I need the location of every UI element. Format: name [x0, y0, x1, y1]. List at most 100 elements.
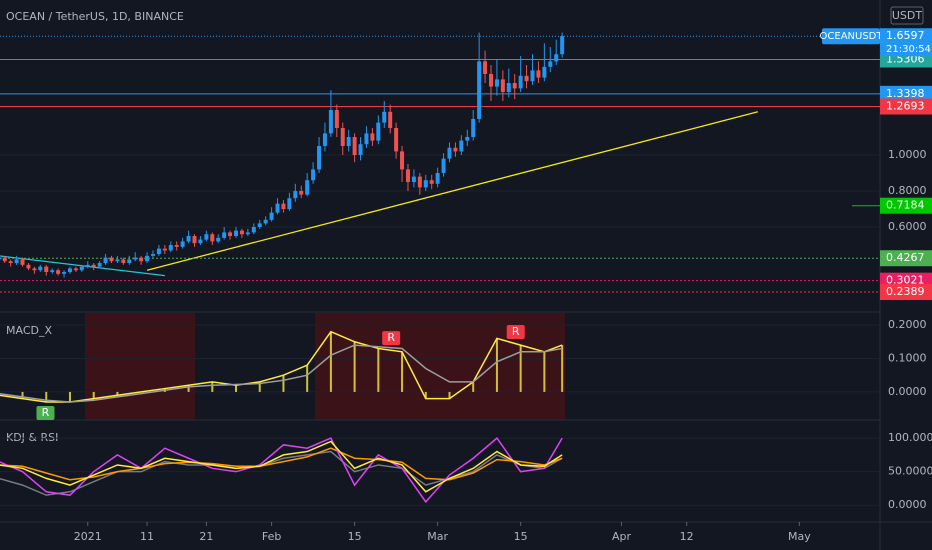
candle-body: [429, 180, 434, 184]
candle-body: [494, 79, 499, 87]
candle-body: [180, 241, 185, 247]
candle-body: [364, 133, 369, 145]
candle-body: [299, 191, 304, 195]
signal-badge: [382, 331, 401, 346]
candle-body: [216, 237, 221, 242]
candle-body: [293, 191, 298, 199]
candle-body: [542, 66, 547, 78]
price-tag-label: 0.3021: [886, 274, 925, 287]
candle-body: [150, 254, 155, 256]
candle-body: [340, 128, 345, 147]
candle-body: [417, 176, 422, 188]
candle-body: [405, 169, 410, 183]
candle-body: [465, 137, 470, 141]
last-price-tag: [880, 28, 932, 57]
y-tick-label: 0.2000: [888, 318, 927, 331]
candle-body: [423, 180, 428, 188]
candle-body: [115, 259, 120, 262]
signal-label: R: [42, 406, 50, 419]
candle-body: [210, 234, 215, 242]
candle-body: [103, 257, 108, 264]
x-tick-label: May: [788, 530, 811, 543]
candle-body: [168, 245, 173, 251]
candle-body: [483, 61, 488, 74]
plot: 1.0000 0.8000 0.6000 0.2000 0.1000 0.0000 100.…: [0, 28, 932, 543]
candle-body: [145, 255, 150, 262]
candle-body: [394, 128, 399, 152]
candle-body: [91, 264, 96, 267]
macd-shade: [85, 313, 195, 420]
currency[interactable]: USDT: [892, 9, 923, 22]
candle-body: [133, 257, 138, 260]
countdown: 21:30:54: [886, 44, 931, 55]
candle-body: [346, 137, 351, 147]
candle-body: [186, 236, 191, 242]
last-price: 1.6597: [886, 29, 925, 42]
candle-body: [109, 257, 114, 262]
x-tick-label: Feb: [262, 530, 281, 543]
candle-body: [2, 257, 7, 262]
candle-body: [139, 257, 144, 262]
candle-body: [97, 263, 102, 267]
candle-body: [287, 198, 292, 210]
candle-body: [14, 259, 19, 264]
candle-body: [174, 245, 179, 247]
y-tick-label: 50.0000: [888, 465, 932, 478]
candle-body: [400, 151, 405, 170]
candle-body: [471, 119, 476, 138]
pane-title: KDJ & RSI: [6, 431, 58, 444]
candle-body: [311, 169, 316, 181]
pane-title: MACD_X: [6, 324, 52, 337]
y-tick-label: 0.0000: [888, 385, 927, 398]
candle-body: [62, 272, 67, 274]
price-tag: [880, 85, 932, 102]
candle-body: [20, 259, 25, 265]
candle-body: [127, 259, 132, 264]
candle-body: [524, 75, 529, 82]
trend-line: [146, 111, 759, 271]
candle-body: [245, 232, 250, 235]
price-tag-label: 0.2389: [886, 285, 925, 298]
candle-body: [500, 79, 505, 92]
candle-body: [441, 158, 446, 174]
macd-shade: [315, 313, 565, 420]
candle-body: [536, 70, 541, 78]
candle-body: [204, 234, 209, 240]
candle-body: [376, 122, 381, 141]
candle-body: [317, 146, 322, 170]
candle-body: [50, 270, 55, 273]
signal-label: R: [387, 331, 395, 344]
candle-body: [453, 147, 458, 152]
indicator-line: [0, 440, 563, 493]
price-tag-label: 1.3398: [886, 87, 925, 100]
candle-body: [512, 82, 517, 89]
candle-body: [0, 257, 1, 260]
y-tick-label: 0.6000: [888, 220, 927, 233]
candle-body: [459, 140, 464, 152]
candle-body: [85, 264, 90, 267]
candle-body: [73, 268, 78, 271]
candle-body: [530, 70, 535, 82]
x-tick-label: 11: [140, 530, 154, 543]
candle-body: [239, 230, 244, 235]
x-tick-label: 15: [514, 530, 528, 543]
indicator-line: [0, 450, 563, 496]
candle-body: [263, 219, 268, 224]
candle-body: [38, 266, 43, 271]
candle-body: [352, 137, 357, 156]
candle-body: [358, 144, 363, 156]
candle-body: [257, 223, 262, 228]
chart-title: OCEAN / TetherUS, 1D, BINANCE: [6, 10, 184, 23]
candle-body: [382, 111, 387, 123]
candle-body: [554, 54, 559, 62]
signal-badge: [506, 325, 525, 340]
x-tick-label: Mar: [427, 530, 448, 543]
candle-body: [192, 236, 197, 244]
symbol-label: OCEANUSDT: [820, 31, 884, 42]
candle-body: [506, 82, 511, 92]
candle-body: [322, 133, 327, 147]
x-tick-label: 2021: [74, 530, 102, 543]
candle-body: [121, 259, 126, 264]
currency-box[interactable]: [890, 6, 924, 25]
